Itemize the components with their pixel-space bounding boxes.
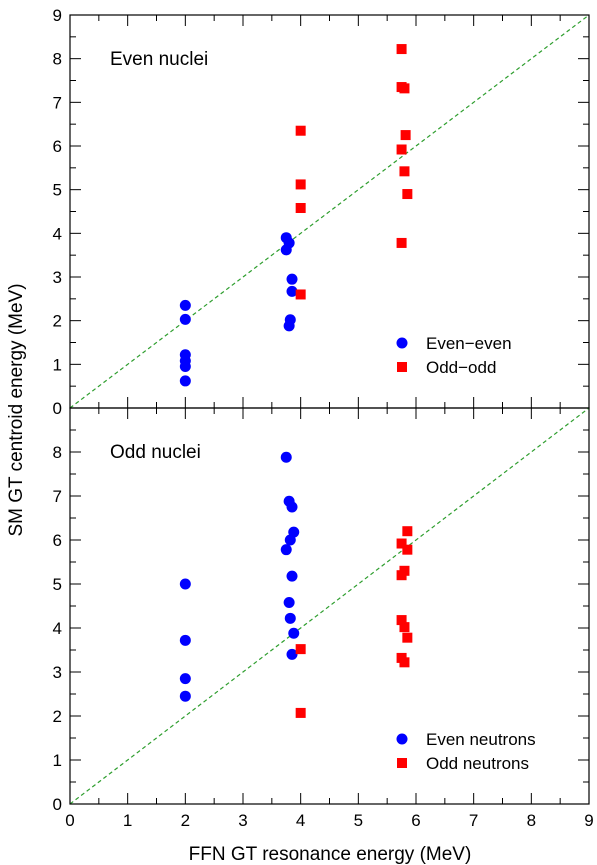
- top-y-tick-label: 9: [53, 6, 62, 25]
- top-series-1-point: [399, 83, 410, 94]
- bottom-series-1-point: [396, 570, 407, 581]
- bottom-x-tick-label: 3: [238, 811, 247, 830]
- top-series-0-point: [179, 299, 191, 311]
- bottom-y-tick-label: 8: [53, 443, 62, 462]
- top-series-1-point: [402, 189, 413, 200]
- bottom-series-0-point: [280, 544, 292, 556]
- bottom-series-1-point: [295, 707, 306, 718]
- top-series-1-point: [295, 203, 306, 214]
- bottom-y-tick-label: 0: [53, 795, 62, 814]
- panel-odd-nuclei: 0 1 2 3 4 5 6 7 8 0 1 2 3 4 5 6 7 8 9 Odd nuclei Even neutro…: [53, 407, 594, 830]
- bottom-y-tick-label: 5: [53, 575, 62, 594]
- top-legend-label-1: Odd−odd: [426, 358, 496, 377]
- bottom-legend-label-1: Odd neutrons: [426, 754, 529, 773]
- bottom-y-tick-label: 7: [53, 487, 62, 506]
- top-series-0-point: [283, 237, 295, 249]
- top-y-tick-label: 6: [53, 137, 62, 156]
- bottom-series-1-point: [402, 544, 413, 555]
- bottom-x-tick-label: 5: [354, 811, 363, 830]
- bottom-x-tick-label: 2: [181, 811, 190, 830]
- bottom-diagonal-line: [69, 407, 590, 805]
- bottom-series-0-point: [284, 534, 296, 546]
- bottom-series-1-point: [295, 644, 306, 655]
- top-series-1-point: [295, 179, 306, 190]
- top-panel-title: Even nuclei: [110, 49, 208, 70]
- bottom-x-tick-label: 7: [469, 811, 478, 830]
- bottom-series-1-point: [399, 622, 410, 633]
- bottom-series-1-point: [396, 615, 407, 626]
- bottom-legend-label-0: Even neutrons: [426, 730, 536, 749]
- top-series-1-point: [295, 289, 306, 300]
- bottom-x-tick-label: 8: [527, 811, 536, 830]
- bottom-y-tick-label: 2: [53, 707, 62, 726]
- top-series-1-point: [400, 130, 411, 141]
- bottom-series-0-point: [286, 501, 298, 513]
- bottom-y-tick-label: 3: [53, 663, 62, 682]
- bottom-series-0-point: [286, 570, 298, 582]
- top-series-1-point: [295, 125, 306, 136]
- bottom-series-0-point: [179, 673, 191, 685]
- bottom-x-tick-label: 6: [411, 811, 420, 830]
- top-series-0-point: [179, 361, 191, 373]
- bottom-y-tick-label: 6: [53, 531, 62, 550]
- top-series-0-point: [179, 375, 191, 387]
- top-series-1-point: [396, 44, 407, 55]
- top-series-0-point: [283, 320, 295, 332]
- top-series-0-point: [286, 273, 298, 285]
- top-y-tick-label: 1: [53, 355, 62, 374]
- top-legend-marker-0: [396, 337, 408, 349]
- bottom-series-0-point: [286, 648, 298, 660]
- bottom-series-1-point: [402, 526, 413, 537]
- bottom-y-tick-label: 1: [53, 751, 62, 770]
- bottom-legend-marker-0: [396, 733, 408, 745]
- bottom-series-0-point: [288, 627, 300, 639]
- y-axis-label: SM GT centroid energy (MeV): [6, 283, 27, 536]
- top-y-tick-label: 5: [53, 181, 62, 200]
- bottom-series-1-point: [402, 632, 413, 643]
- bottom-series-1-point: [396, 538, 407, 549]
- top-diagonal-line: [69, 14, 590, 409]
- bottom-series-0-point: [179, 634, 191, 646]
- top-series-1-point: [399, 166, 410, 177]
- bottom-series-0-point: [284, 612, 296, 624]
- panel-even-nuclei: 0 1 2 3 4 5 6 7 8 9 Even nuclei Even−even Odd−odd: [53, 6, 590, 418]
- top-series-1-point: [396, 144, 407, 155]
- top-legend-marker-1: [397, 362, 407, 372]
- top-series-0-point: [179, 313, 191, 325]
- bottom-series-0-point: [179, 690, 191, 702]
- top-y-tick-label: 4: [53, 224, 62, 243]
- top-y-tick-label: 2: [53, 312, 62, 331]
- bottom-x-tick-label: 9: [584, 811, 593, 830]
- top-y-tick-label: 8: [53, 50, 62, 69]
- bottom-x-tick-label: 0: [65, 811, 74, 830]
- top-y-tick-label: 7: [53, 93, 62, 112]
- bottom-panel-title: Odd nuclei: [110, 442, 201, 463]
- top-y-tick-label: 3: [53, 268, 62, 287]
- bottom-series-0-point: [280, 451, 292, 463]
- bottom-legend-marker-1: [397, 758, 407, 768]
- bottom-series-0-point: [283, 596, 295, 608]
- top-legend-label-0: Even−even: [426, 334, 512, 353]
- bottom-x-tick-label: 4: [296, 811, 305, 830]
- bottom-series-0-point: [179, 578, 191, 590]
- top-series-0-point: [286, 285, 298, 297]
- bottom-x-tick-label: 1: [123, 811, 132, 830]
- bottom-y-tick-label: 4: [53, 619, 62, 638]
- top-series-1-point: [396, 237, 407, 248]
- bottom-series-1-point: [399, 657, 410, 668]
- top-y-tick-label: 0: [53, 399, 62, 418]
- x-axis-label: FFN GT resonance energy (MeV): [189, 844, 472, 865]
